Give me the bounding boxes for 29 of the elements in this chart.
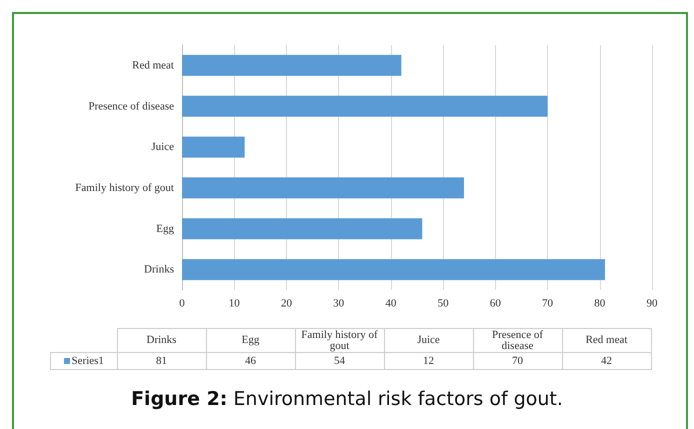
- x-tick-label: 20: [280, 298, 292, 310]
- x-tick-label: 30: [333, 298, 345, 310]
- x-tick-label: 0: [179, 298, 186, 310]
- data-label: 46: [206, 352, 295, 370]
- y-tick-label: Drinks: [144, 264, 174, 276]
- y-tick-label: Family history of gout: [75, 182, 174, 194]
- category-label: Red meat: [562, 328, 651, 352]
- category-label: Juice: [384, 328, 473, 352]
- data-label: 70: [473, 352, 562, 370]
- x-tick-label: 70: [542, 298, 554, 310]
- category-label: Presence of disease: [473, 328, 562, 352]
- x-tick-label: 10: [228, 298, 240, 310]
- category-label: Egg: [206, 328, 295, 352]
- x-tick-label: 50: [438, 298, 450, 310]
- data-label: 54: [295, 352, 384, 370]
- y-tick-label: Juice: [151, 141, 174, 154]
- x-tick-label: 90: [646, 298, 658, 310]
- x-tick-label: 40: [385, 298, 397, 310]
- y-tick-label: Presence of disease: [88, 100, 174, 112]
- category-label: Family history of gout: [295, 328, 384, 352]
- x-tick-label: 60: [490, 298, 502, 310]
- text: Figure 2: Environmental risk factors of gout.: [130, 388, 564, 410]
- y-tick-label: Egg: [156, 222, 174, 235]
- data-label: 81: [117, 352, 206, 370]
- data-label: 12: [384, 352, 473, 370]
- x-tick-label: 80: [594, 298, 606, 310]
- data-label: 42: [562, 352, 651, 370]
- y-tick-label: Red meat: [132, 59, 174, 72]
- legend-label: Series1: [50, 352, 117, 370]
